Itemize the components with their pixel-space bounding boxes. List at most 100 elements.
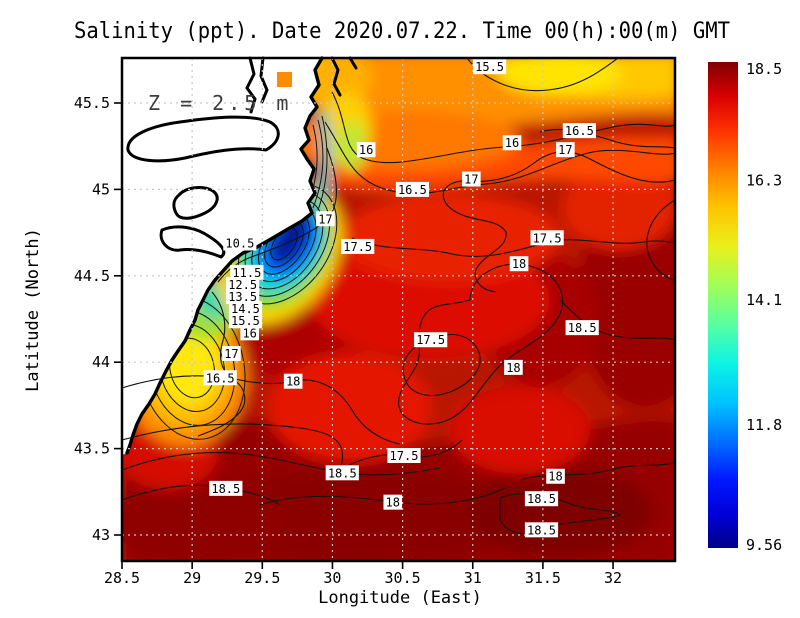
estuary-cell (277, 72, 292, 87)
y-tick-label: 43 (92, 526, 110, 544)
contour-label: 18 (504, 359, 523, 375)
contour-label: 18 (383, 494, 403, 510)
x-tick-label: 31 (464, 569, 482, 587)
contour-label: 18.5 (325, 465, 359, 481)
plot-frame (120, 56, 677, 563)
lagoons (126, 115, 280, 259)
contour-label: 17.5 (414, 332, 448, 348)
y-tick-label: 45 (92, 180, 110, 198)
contour-labels: 15.5 16.5 16 17 16 17 16.5 17 17.5 10.5 17.5 18 11.5… (203, 59, 599, 538)
colorbar-tick-label: 9.56 (746, 536, 782, 554)
colorbar-tick-label: 16.3 (746, 172, 782, 190)
contour-label: 18.5 (524, 491, 559, 507)
y-tick-label: 44.5 (74, 267, 110, 285)
x-tick-labels: 28.5 29 29.5 30 30.5 31 31.5 32 (104, 569, 622, 587)
estuary-channels (245, 56, 358, 114)
contour-label: 18.5 (524, 522, 559, 538)
contour-label: 18.5 (565, 320, 599, 336)
contour-label: 16.5 (395, 181, 430, 197)
contour-label: 13.5 (226, 289, 260, 305)
contour-label-value: 11.5 (232, 266, 261, 280)
contour-label: 16 (502, 135, 522, 151)
depth-annotation: Z = 2.5 m (148, 91, 292, 115)
contour-label-value: 16 (242, 326, 256, 340)
contour-label: 16.5 (203, 370, 237, 386)
x-tick-label: 29.5 (244, 569, 280, 587)
contour-label-value: 18 (386, 496, 400, 510)
contour-label-value: 12.5 (228, 278, 257, 292)
contour-label: 17.5 (387, 448, 421, 464)
y-tick-label: 43.5 (74, 440, 110, 458)
x-tick-label: 30 (323, 569, 341, 587)
contour-label-value: 18 (512, 257, 526, 271)
contour-label-value: 16 (505, 136, 519, 150)
colorbar-tick-label: 18.5 (746, 60, 782, 78)
x-tick-label: 29 (183, 569, 201, 587)
contour-label-value: 18.5 (527, 492, 556, 506)
contour-label-value: 17.5 (533, 231, 562, 245)
contour-label: 17 (316, 211, 335, 227)
contour-label: 17.5 (530, 230, 564, 246)
contour-label: 12.5 (226, 276, 260, 292)
contour-label: 18 (509, 256, 529, 272)
contour-label-value: 16.5 (565, 124, 594, 138)
contour-label-value: 15.5 (475, 60, 504, 74)
contour-label-value: 17.5 (390, 449, 419, 463)
contour-label-value: 16.5 (206, 371, 235, 385)
y-axis-title: Latitude (North) (23, 228, 43, 392)
contour-label-value: 18 (548, 470, 562, 484)
y-tick-label: 45.5 (74, 94, 110, 112)
contour-label-value: 18.5 (568, 321, 597, 335)
contour-label: 18 (283, 373, 303, 389)
contour-label-value: 17.5 (343, 240, 372, 254)
contour-label: 17 (556, 142, 575, 158)
colorbar-tick-label: 14.1 (746, 291, 782, 309)
colorbar: 18.5 16.3 14.1 11.8 9.56 (708, 60, 782, 554)
plot-title: Salinity (ppt). Date 2020.07.22. Time 00… (74, 19, 730, 44)
x-tick-label: 28.5 (104, 569, 140, 587)
contour-label-value: 17.5 (416, 333, 445, 347)
contour-label-value: 16 (359, 143, 373, 157)
contour-label: 17 (222, 346, 241, 362)
y-tick-label: 44 (92, 353, 110, 371)
contour-label-value: 17 (464, 173, 478, 187)
contour-label: 15.5 (228, 313, 263, 329)
contour-label-value: 18.5 (211, 482, 240, 496)
contour-label-value: 18 (286, 375, 300, 389)
contour-label-value: 16.5 (398, 183, 427, 197)
coastline (125, 56, 324, 455)
x-tick-label: 31.5 (525, 569, 561, 587)
x-tick-label: 32 (604, 569, 622, 587)
y-tick-labels: 45.5 45 44.5 44 43.5 43 (74, 94, 110, 544)
contour-label-value: 18.5 (328, 466, 357, 480)
contour-label-value: 17 (318, 212, 332, 226)
contour-label-value: 17 (224, 347, 238, 361)
contour-label-value: 15.5 (231, 314, 260, 328)
contour-label: 17 (462, 171, 481, 187)
contour-label-value: 10.5 (225, 236, 254, 250)
contour-label: 17.5 (341, 238, 375, 254)
contour-label-value: 13.5 (228, 290, 257, 304)
colorbar-gradient (708, 62, 738, 548)
contour-label: 16 (240, 325, 259, 341)
x-axis-title: Longitude (East) (318, 588, 482, 608)
contour-label: 18 (546, 468, 565, 484)
contour-label: 15.5 (472, 59, 507, 75)
x-tick-label: 30.5 (385, 569, 421, 587)
contour-label: 16 (356, 142, 376, 158)
colorbar-tick-labels: 18.5 16.3 14.1 11.8 9.56 (746, 60, 782, 554)
axis-ticks (114, 102, 614, 569)
contour-label: 11.5 (230, 264, 264, 280)
contour-label-value: 14.5 (231, 302, 260, 316)
contour-label-value: 18.5 (527, 523, 556, 537)
colorbar-tick-label: 11.8 (746, 416, 782, 434)
contour-label: 18.5 (209, 480, 243, 496)
contour-label-value: 17 (558, 143, 572, 157)
contour-label: 14.5 (228, 301, 263, 317)
contour-label: 16.5 (562, 123, 596, 139)
contour-label-value: 18 (506, 361, 520, 375)
contour-label: 10.5 (223, 235, 257, 251)
land (122, 56, 358, 455)
